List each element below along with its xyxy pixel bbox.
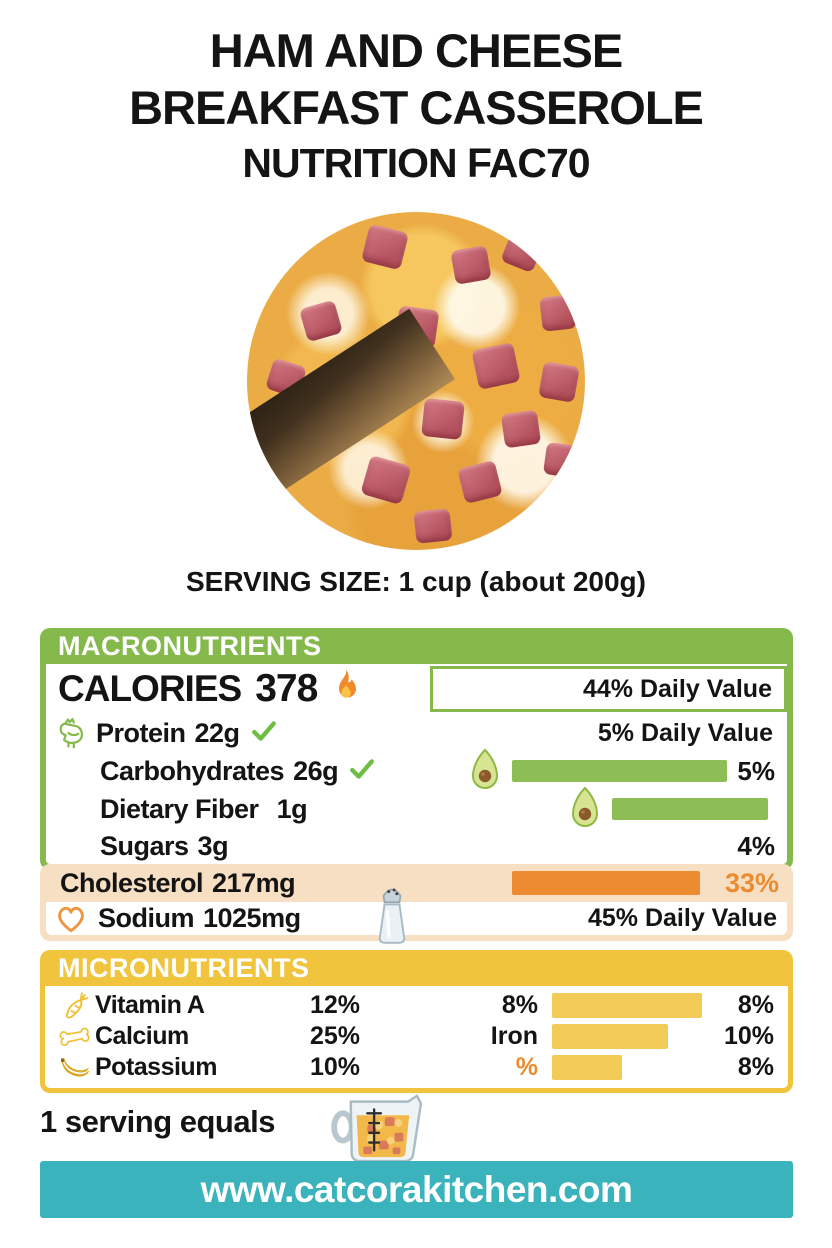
vitamin-a-row: Vitamin A 12% 8% 8% — [45, 990, 788, 1021]
dietary-fiber-label: Dietary Fiber — [100, 793, 259, 824]
website-url: www.catcorakitchen.com — [200, 1168, 633, 1210]
micronutrient-label: Vitamin A — [95, 991, 205, 1019]
sodium-amount: 1025mg — [203, 903, 301, 933]
serving-equals-label: 1 serving equals — [40, 1104, 275, 1139]
page-title: HAM AND CHEESE BREAKFAST CASSEROLE NUTRI… — [0, 22, 832, 190]
title-line-2: BREAKFAST CASSEROLE — [129, 81, 704, 134]
dietary-fiber-amount: 1g — [276, 793, 308, 824]
micronutrient-label: Potassium — [95, 1053, 217, 1081]
heart-icon — [46, 903, 98, 935]
flame-icon — [329, 668, 363, 711]
carrot-icon — [45, 991, 95, 1021]
micronutrients-section: MICRONUTRIENTS Vitamin A 12% 8% 8% — [40, 950, 793, 1093]
cholesterol-percent: 33% — [724, 867, 779, 898]
calories-label: CALORIES — [58, 668, 242, 709]
calories-daily-value: 44% Daily Value — [582, 674, 772, 703]
sodium-label: Sodium — [98, 903, 195, 933]
micronutrients-body: Vitamin A 12% 8% 8% Calcium 25% Iron 10% — [40, 986, 793, 1093]
dietary-fiber-row: Dietary Fiber 1g — [46, 786, 787, 828]
carbohydrates-label: Carbohydrates — [100, 755, 285, 786]
sugars-amount: 3g — [197, 830, 229, 861]
micronutrient-label: Calcium — [95, 1022, 189, 1050]
carbohydrates-amount: 26g — [293, 755, 339, 786]
banana-icon — [45, 1055, 95, 1081]
macronutrients-body: CALORIES 378 44% Daily Value — [40, 664, 793, 870]
protein-amount: 22g — [194, 717, 241, 748]
title-line-1: HAM AND CHEESE — [209, 24, 624, 77]
avocado-icon — [470, 748, 500, 795]
check-icon — [250, 718, 278, 749]
cholesterol-bar — [512, 871, 700, 895]
calories-daily-value-box: 44% Daily Value — [430, 666, 787, 712]
micronutrient-value: 10% — [309, 1053, 360, 1081]
footer-banner: www.catcorakitchen.com — [40, 1161, 793, 1218]
sodium-daily-value: 45% Daily Value — [587, 904, 777, 932]
salt-shaker-icon — [370, 882, 414, 951]
sugars-label: Sugars — [100, 830, 189, 861]
protein-label: Protein — [96, 717, 186, 748]
calories-value: 378 — [255, 667, 318, 710]
micronutrient-value: 25% — [309, 1022, 360, 1050]
micronutrient-right-value: 10% — [723, 1022, 774, 1050]
micronutrient-bar — [552, 993, 702, 1018]
food-photo — [247, 212, 585, 550]
title-line-3: NUTRITION FAC70 — [242, 140, 590, 186]
calories-row: CALORIES 378 44% Daily Value — [46, 664, 787, 714]
carbohydrates-row: Carbohydrates 26g 5% — [46, 748, 787, 790]
micronutrient-right-value: 8% — [737, 991, 774, 1019]
micronutrient-bar — [552, 1024, 668, 1049]
macronutrients-header: MACRONUTRIENTS — [40, 628, 793, 664]
dietary-fiber-bar — [612, 798, 768, 820]
cholesterol-label: Cholesterol — [60, 867, 204, 898]
micronutrients-header: MICRONUTRIENTS — [40, 950, 793, 986]
check-icon — [348, 756, 376, 787]
protein-daily-value: 5% Daily Value — [597, 718, 773, 747]
measuring-cup-icon — [330, 1086, 428, 1169]
avocado-icon — [570, 786, 600, 833]
calcium-row: Calcium 25% Iron 10% — [45, 1021, 788, 1052]
chicken-icon — [46, 715, 96, 751]
micronutrient-mid-label: Iron — [490, 1022, 538, 1050]
potassium-row: Potassium 10% % 8% — [45, 1052, 788, 1083]
micronutrient-mid-label: % — [515, 1053, 538, 1081]
micronutrient-value: 12% — [309, 991, 360, 1019]
bone-icon — [45, 1025, 95, 1049]
sodium-row: Sodium 1025mg 45% Daily Value — [46, 902, 787, 935]
micronutrient-right-value: 8% — [737, 1053, 774, 1081]
carbohydrates-percent: 5% — [737, 755, 775, 786]
sugars-percent: 4% — [737, 830, 775, 861]
cholesterol-sodium-section: Cholesterol 217mg 33% Sodium 1025mg 45% … — [40, 864, 793, 944]
sugars-row: Sugars 3g 4% — [46, 828, 787, 864]
serving-size-text: SERVING SIZE: 1 cup (about 200g) — [185, 566, 646, 597]
micronutrient-mid-label: 8% — [501, 991, 538, 1019]
carbohydrates-bar — [512, 760, 727, 782]
macronutrients-section: MACRONUTRIENTS CALORIES 378 44% Daily Va… — [40, 628, 793, 870]
micronutrient-bar — [552, 1055, 622, 1080]
cholesterol-amount: 217mg — [212, 867, 296, 898]
cholesterol-row: Cholesterol 217mg 33% — [40, 864, 793, 902]
protein-row: Protein 22g 5% Daily Value — [46, 714, 787, 752]
